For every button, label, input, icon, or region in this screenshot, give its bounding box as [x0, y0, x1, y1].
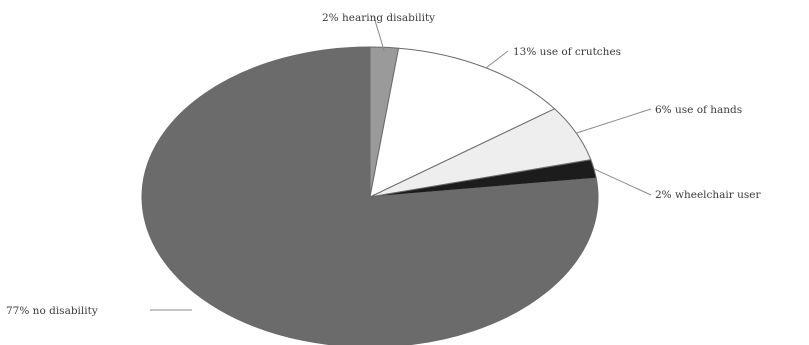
leader-line-use-of-hands	[576, 108, 652, 134]
pie-slice-use-of-crutches	[369, 47, 556, 198]
slice-label-no-disability: 77% no disability	[6, 305, 98, 317]
leader-line-hearing-disability	[373, 16, 385, 52]
leader-line-use-of-crutches	[485, 50, 509, 69]
slice-label-wheelchair-user: 2% wheelchair user	[655, 189, 762, 201]
slice-label-use-of-hands: 6% use of hands	[655, 104, 742, 116]
slice-label-use-of-crutches: 13% use of crutches	[513, 46, 621, 58]
leader-lines	[150, 16, 652, 311]
slice-labels: 2% hearing disability 13% use of crutche…	[6, 12, 762, 317]
leader-line-wheelchair-user	[593, 168, 652, 196]
slice-label-hearing-disability: 2% hearing disability	[322, 12, 435, 24]
pie-slice-no-disability	[141, 46, 599, 345]
pie-slices	[141, 46, 599, 345]
